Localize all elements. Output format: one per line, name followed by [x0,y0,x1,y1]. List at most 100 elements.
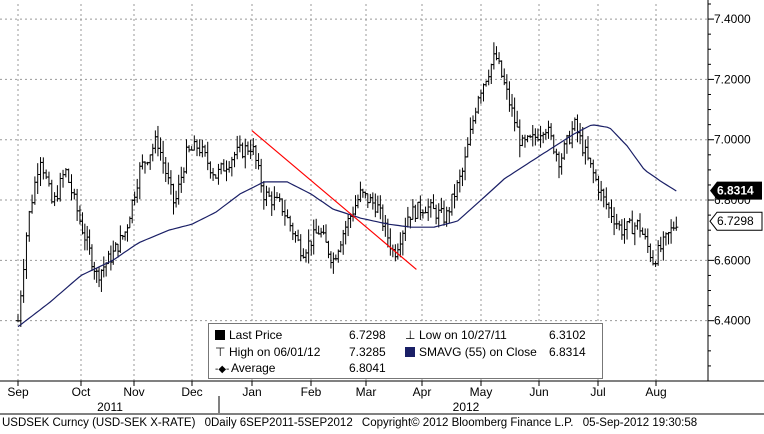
price-bar [614,213,619,230]
price-bar [97,266,102,288]
legend-average: -◆- Average [215,361,275,375]
price-bar [132,191,137,206]
price-bar [473,107,478,124]
price-bar [288,215,293,232]
price-bar [650,250,655,266]
price-bar [243,138,248,169]
price-bar [203,144,208,157]
price-bar [578,123,583,145]
price-bar [368,193,373,204]
sma-line [17,124,677,328]
x-tick-label: Sep [7,385,29,399]
high-tick-icon: ⊤ [215,345,226,359]
axes [0,0,764,415]
price-bar [554,148,559,162]
price-bar [108,245,113,271]
price-bar [99,269,104,292]
price-bar [619,219,624,240]
price-bar [253,145,258,170]
price-bar [457,169,462,193]
price-bar [486,69,491,86]
price-bar [638,213,643,238]
price-bar [491,42,496,70]
price-bar [285,209,290,219]
price-bar [192,135,197,151]
price-bar [118,225,123,253]
price-bar [280,198,285,216]
price-bar [24,232,29,279]
price-bar [293,231,298,243]
price-bar [415,201,420,219]
price-bar [181,167,186,184]
footer-ticker: USDSEK Curncy (USD-SEK X-RATE) [2,417,196,429]
price-bar [426,198,431,221]
legend-high: ⊤ High on 06/01/12 [215,345,320,359]
price-bar [174,190,179,208]
price-bar [546,120,551,139]
price-bar [309,240,314,256]
price-bar [277,193,282,202]
x-tick-label: Aug [645,385,666,399]
x-tick-label: Mar [356,385,377,399]
legend-low-value: 6.3102 [549,328,586,342]
price-bar [388,228,393,256]
price-bar [155,125,160,157]
price-bar [604,187,609,210]
price-bar [398,232,403,258]
legend: Last Price 6.7298 ⊤ High on 06/01/12 7.32… [208,323,603,379]
price-bar [481,83,486,102]
price-bar [522,134,527,148]
legend-average-label: Average [231,361,276,375]
sma-square-icon [405,347,415,357]
price-bar [671,221,676,231]
price-bar [580,126,585,157]
price-bar [245,141,250,156]
price-bars [16,42,679,327]
price-bar [460,167,465,187]
price-bar [32,176,37,205]
price-bar [314,218,319,234]
price-bar [395,243,400,260]
x-tick-label: Dec [181,385,202,399]
price-bar [358,181,363,203]
square-icon [215,330,225,340]
price-bar [645,228,650,254]
price-bar [455,180,460,201]
price-bar [296,229,301,242]
price-bar [224,160,229,182]
sma-tag: 6.8314 [710,181,762,200]
price-bar [316,225,321,235]
legend-last-price-value: 6.7298 [349,328,386,342]
price-bar [272,186,277,211]
price-bar [375,195,380,214]
price-bar [69,174,74,201]
price-bar [499,60,504,78]
price-bar [256,153,261,170]
price-bar [41,157,46,180]
price-bar [259,158,264,193]
price-bar [385,218,390,248]
price-bar [520,134,525,147]
price-bar [148,154,153,170]
price-bar [669,219,674,244]
legend-low-label: Low on 10/27/11 [419,328,507,342]
price-bar [92,261,97,280]
price-bar [331,252,336,274]
price-bar [269,191,274,216]
sma-tag-shape [710,181,762,200]
price-bar [125,224,130,242]
price-bar [343,220,348,245]
price-bar [478,89,483,104]
price-bar [599,180,604,202]
y-tick-label: 6.4000 [714,314,751,328]
price-bar [380,204,385,232]
price-bar [58,172,63,202]
price-bar [658,236,663,253]
x-tick-label: May [470,385,493,399]
price-bar [666,231,671,245]
price-bar [463,146,468,181]
year-label: 2012 [453,400,480,414]
price-bar [403,217,408,241]
